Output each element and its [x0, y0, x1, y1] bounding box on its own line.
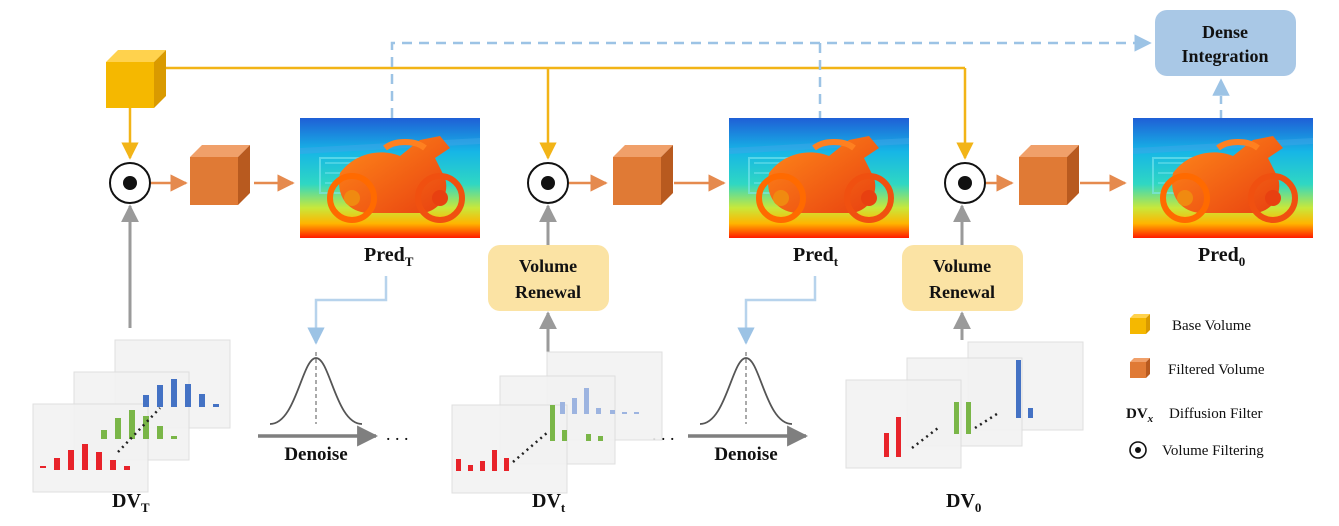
filtered-volume-cube-3: [1019, 145, 1079, 205]
volume-renewal-2-line2: Renewal: [929, 282, 995, 302]
gaussian-curve-1: [269, 352, 363, 425]
pred-t-depth-map: [729, 118, 909, 238]
dv-t-label: DVt: [532, 490, 566, 515]
base-volume-cube: [106, 50, 166, 108]
volume-filtering-node-1: [109, 162, 151, 204]
dense-integration-line2: Integration: [1182, 46, 1269, 66]
pred-0-depth-map: [1133, 118, 1313, 238]
dv-T-label: DVT: [112, 490, 150, 515]
legend-base-volume-text: Base Volume: [1172, 318, 1251, 334]
legend-filtered-volume-text: Filtered Volume: [1168, 362, 1265, 378]
volume-renewal-1-line2: Renewal: [515, 282, 581, 302]
legend-volume-filtering: Volume Filtering: [1129, 441, 1264, 459]
volume-renewal-box-2: Volume Renewal: [902, 245, 1023, 311]
volume-filtering-node-3: [944, 162, 986, 204]
volume-renewal-2-line1: Volume: [933, 256, 991, 276]
volume-renewal-box-1: Volume Renewal: [488, 245, 609, 311]
pred-0-label: Pred0: [1198, 244, 1245, 269]
denoise-label-2: Denoise: [714, 444, 777, 465]
legend-filtered-volume: Filtered Volume: [1130, 358, 1265, 378]
dashed-integration-line: [390, 34, 1152, 118]
pred-t-to-denoise-arrow: [737, 276, 817, 345]
denoise-label-1: Denoise: [284, 444, 347, 465]
dv-0-label: DV0: [946, 490, 981, 515]
filtered-volume-cube-2: [613, 145, 673, 205]
filtered-volume-cube-1: [190, 145, 250, 205]
dv-0-stack: [845, 341, 1084, 469]
pred-T-depth-map: [300, 118, 480, 238]
pred-t-label: Predt: [793, 244, 839, 269]
pred-T-to-denoise-arrow: [307, 276, 388, 345]
gaussian-curve-2: [699, 352, 793, 425]
legend-dv-x-symbol: DVx: [1126, 406, 1154, 425]
legend-diffusion-filter-text: Diffusion Filter: [1169, 406, 1262, 422]
legend: Base Volume Filtered Volume DVx Diffusio…: [1126, 314, 1265, 459]
legend-base-volume: Base Volume: [1130, 314, 1251, 334]
dv-t-stack: [451, 351, 663, 494]
pred-T-label: PredT: [364, 244, 414, 269]
dense-integration-box: Dense Integration: [1155, 10, 1296, 76]
ellipsis-1: . . .: [386, 424, 409, 444]
dv-T-stack: [32, 339, 231, 493]
legend-volume-filtering-text: Volume Filtering: [1162, 443, 1264, 459]
volume-renewal-1-line1: Volume: [519, 256, 577, 276]
volume-filtering-node-2: [527, 162, 569, 204]
dense-integration-line1: Dense: [1202, 22, 1248, 42]
legend-diffusion-filter: DVx Diffusion Filter: [1126, 406, 1262, 425]
